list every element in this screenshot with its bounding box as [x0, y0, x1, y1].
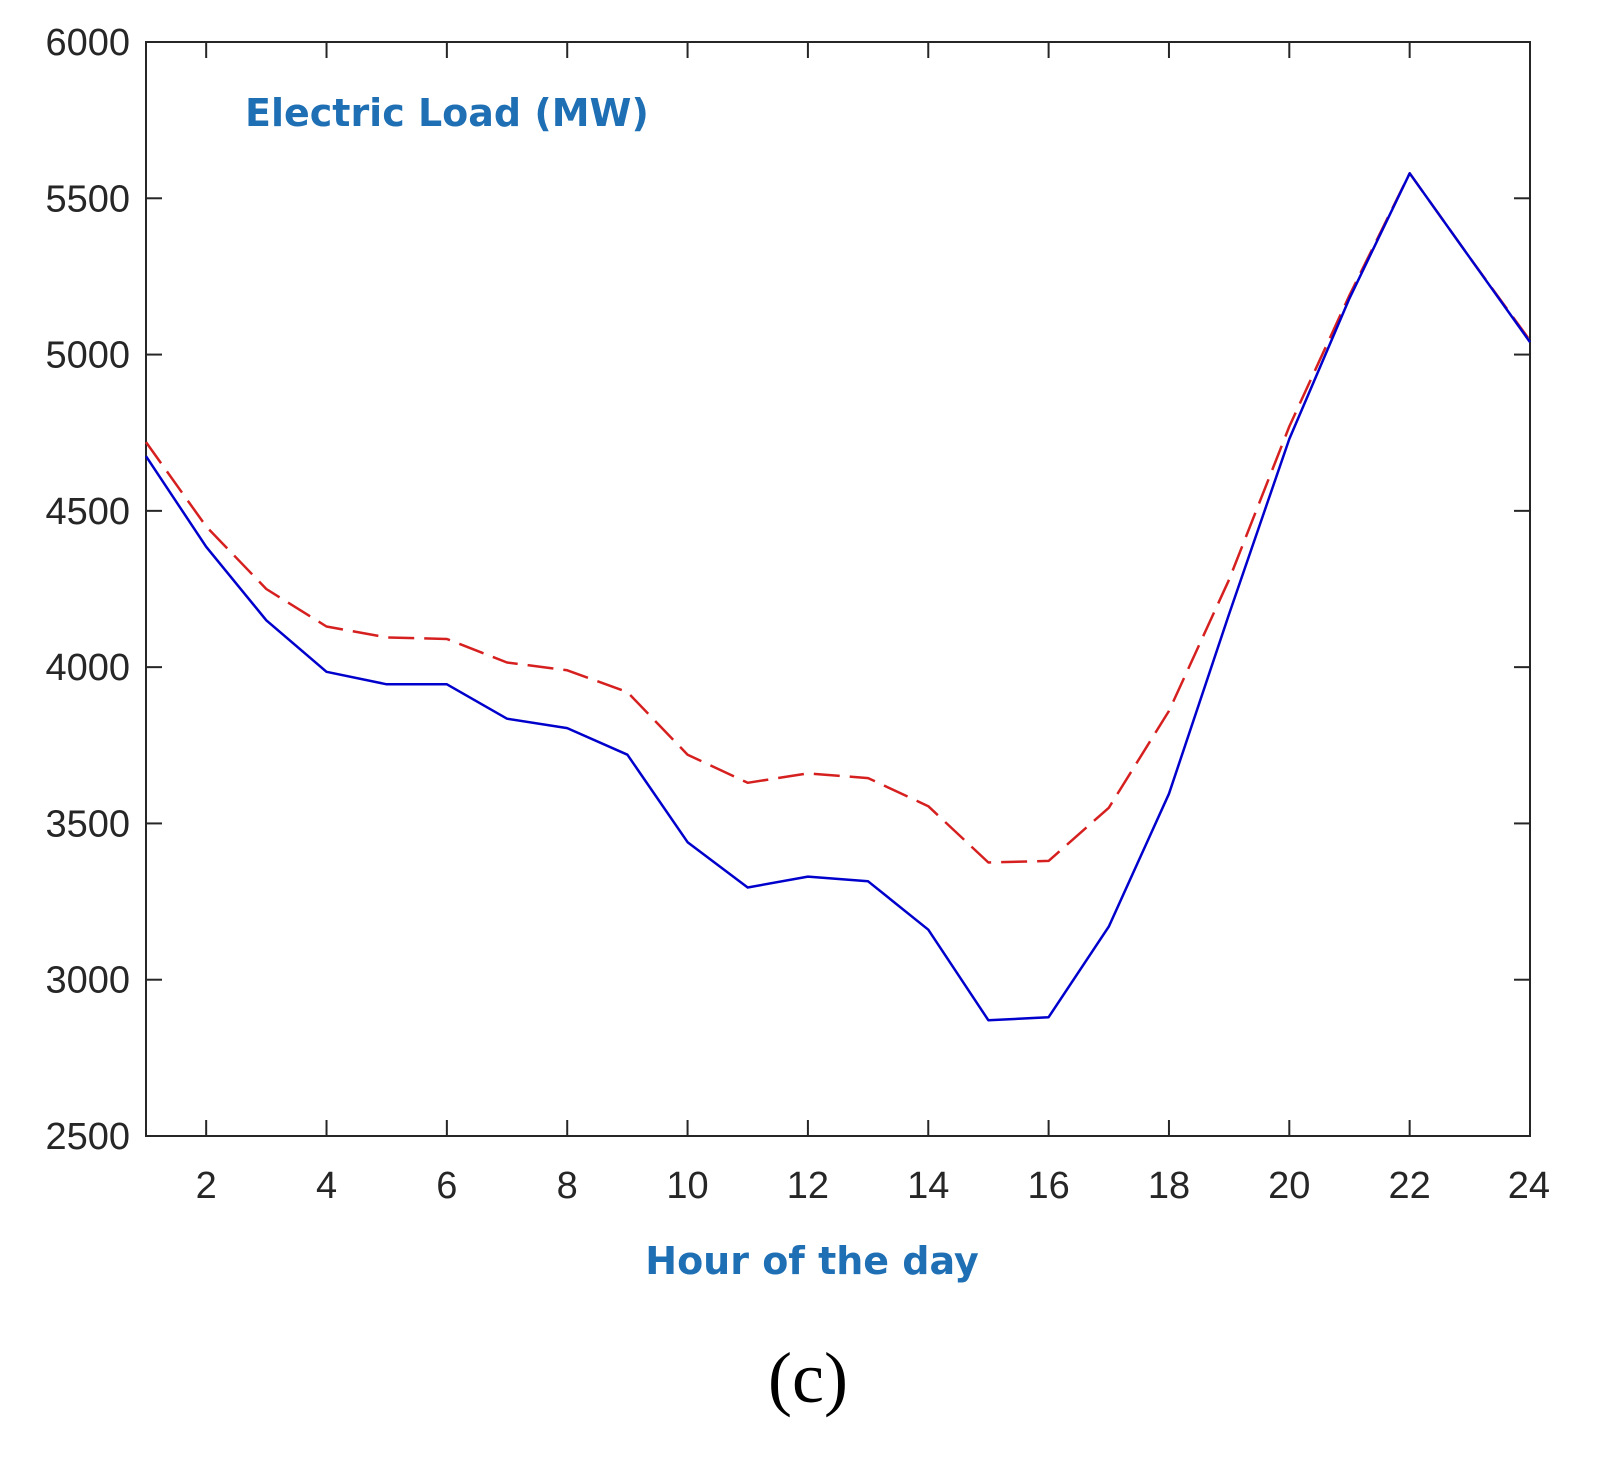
- y-tick-label: 2500: [45, 1116, 130, 1158]
- series-line-dashed: [144, 172, 1532, 864]
- series-line-solid: [144, 172, 1532, 1022]
- y-tick-label: 3500: [45, 803, 130, 845]
- y-tick-label: 5500: [45, 178, 130, 220]
- x-tick-label: 6: [436, 1165, 457, 1207]
- y-tick-label: 4500: [45, 491, 130, 533]
- x-tick-label: 18: [1148, 1165, 1190, 1207]
- y-tick-label: 5000: [45, 335, 130, 377]
- y-tick-label: 3000: [45, 960, 130, 1002]
- x-tick-label: 14: [907, 1165, 949, 1207]
- x-tick-label: 22: [1389, 1165, 1431, 1207]
- x-tick-label: 24: [1508, 1165, 1550, 1207]
- x-tick-label: 20: [1268, 1165, 1310, 1207]
- series-layer: [144, 172, 1532, 1022]
- x-axis: 2 4 6 8 10 12 14 16 18 20 22 24: [196, 42, 1550, 1207]
- plot-area: [145, 41, 1531, 1137]
- x-tick-label: 2: [196, 1165, 217, 1207]
- chart-title: Electric Load (MW): [245, 91, 649, 135]
- x-axis-label: Hour of the day: [645, 1239, 979, 1283]
- x-tick-label: 10: [666, 1165, 708, 1207]
- x-tick-label: 8: [557, 1165, 578, 1207]
- x-tick-label: 12: [787, 1165, 829, 1207]
- panel-label: (c): [768, 1338, 848, 1418]
- y-tick-label: 4000: [45, 647, 130, 689]
- x-tick-label: 16: [1027, 1165, 1069, 1207]
- y-tick-label: 6000: [45, 22, 130, 64]
- x-tick-label: 4: [316, 1165, 337, 1207]
- y-axis: 2500 3000 3500 4000 4500 5000 5500 6000: [45, 22, 1530, 1158]
